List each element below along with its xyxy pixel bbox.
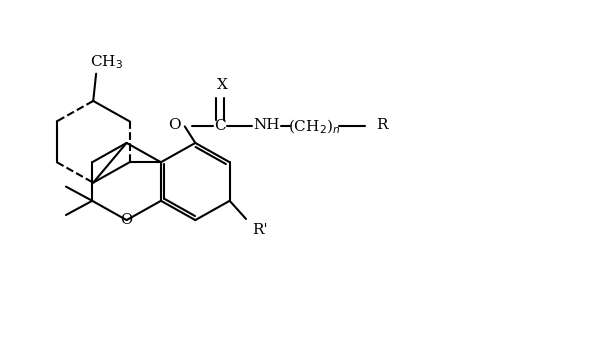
Text: R: R [376,118,388,132]
Text: R': R' [252,223,268,237]
Text: X: X [217,78,227,92]
Text: NH: NH [253,118,280,132]
Text: O: O [168,118,181,132]
Text: (CH$_2$)$_n$: (CH$_2$)$_n$ [288,117,340,136]
Text: CH$_3$: CH$_3$ [90,54,123,71]
Text: O: O [121,213,133,227]
Text: C: C [214,119,226,134]
